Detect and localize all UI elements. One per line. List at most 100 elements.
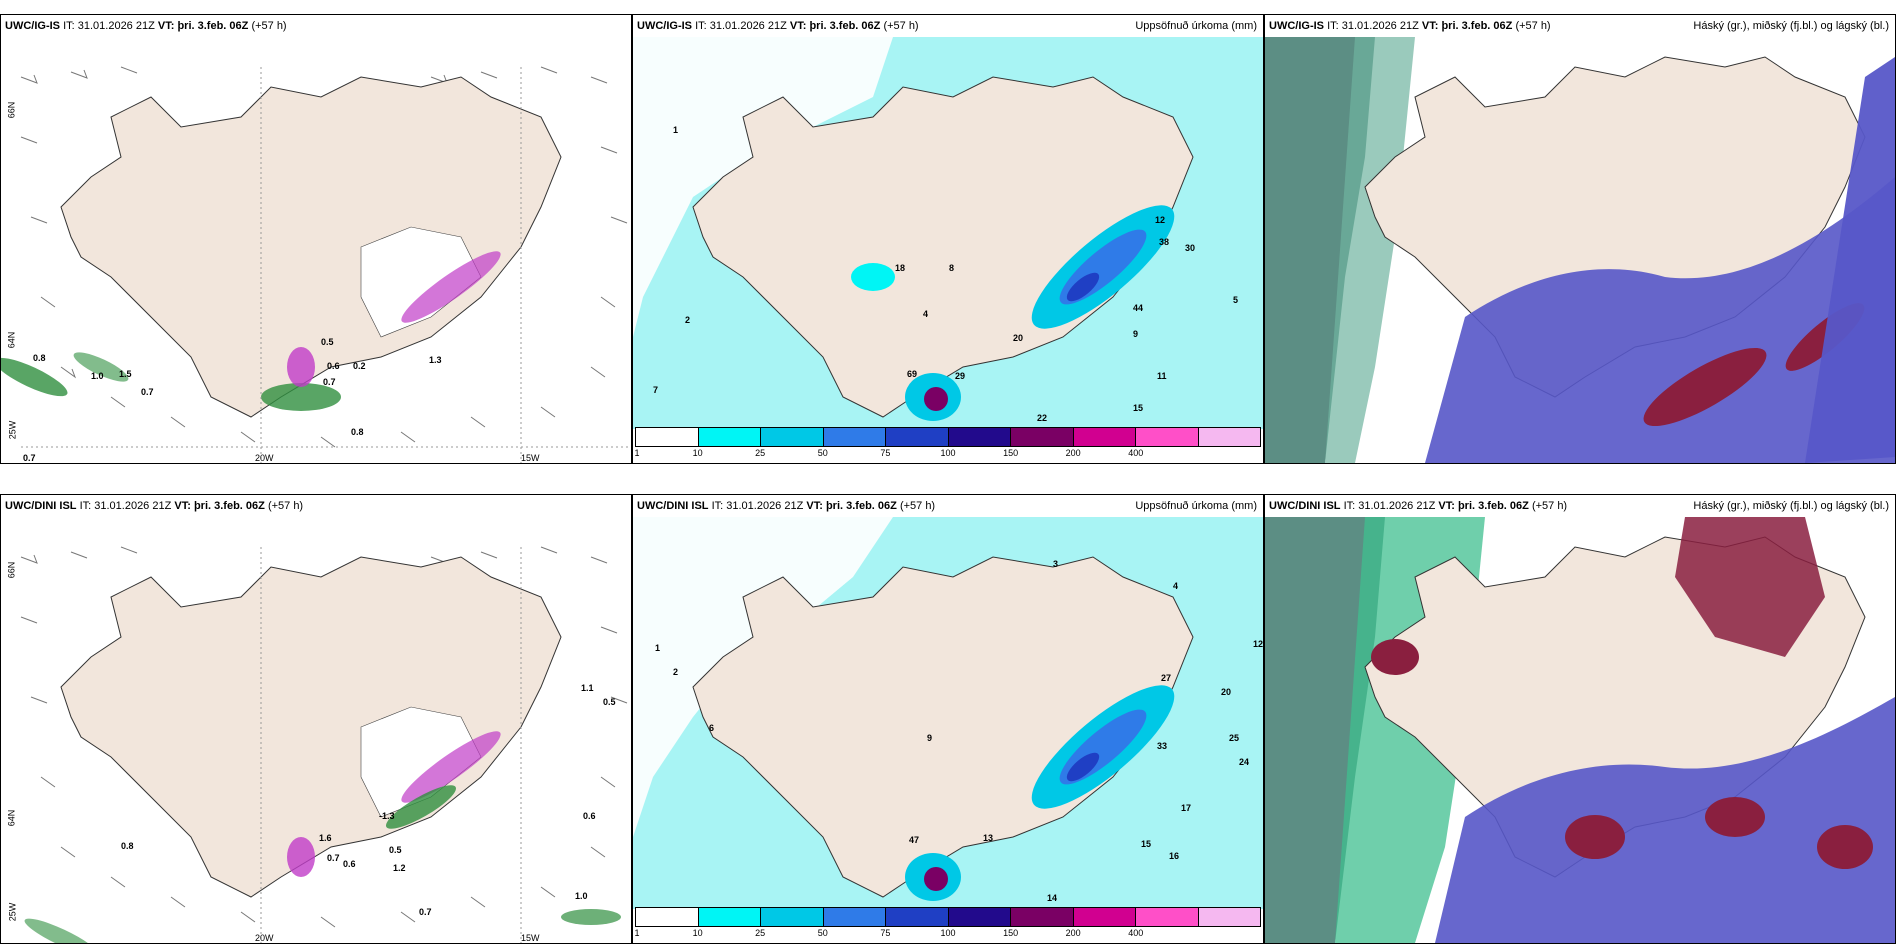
precip-map-top [633, 37, 1263, 429]
precip-value: 44 [1133, 303, 1144, 313]
legend-tick: 10 [692, 448, 703, 458]
legend-tick: 100 [940, 928, 956, 938]
wind-barbs [20, 66, 628, 448]
wind-value: 0.7 [23, 453, 36, 463]
wind-value: 0.5 [321, 337, 334, 347]
it-label: IT: [1327, 20, 1339, 32]
legend-tick: 50 [817, 928, 828, 938]
legend-cell [823, 908, 886, 926]
precip-value: 16 [1169, 851, 1180, 861]
precip-legend-top: 1 10 25 50 75 100 150 200 400 [634, 427, 1261, 461]
wind-value: 0.5 [389, 845, 402, 855]
legend-tick: 200 [1065, 928, 1081, 938]
wind-map-bottom [1, 517, 631, 943]
precip-panel-top: UWC/IG-IS IT: 31.01.2026 21Z VT: þri. 3.… [632, 14, 1264, 464]
lead-time: (+57 h) [251, 20, 287, 32]
wind-panel-bottom: UWC/DINI ISL IT: 31.01.2026 21Z VT: þri.… [0, 494, 632, 944]
legend-cell [886, 908, 949, 926]
lat-label: 64N [6, 331, 17, 349]
iceland-land [60, 556, 562, 898]
precip-value: 18 [895, 263, 906, 273]
wind-highlights [1, 251, 501, 411]
precip-value: 69 [907, 369, 918, 379]
vt-value: þri. 3.feb. 06Z [809, 20, 881, 32]
wind-value: 1.1 [581, 683, 594, 693]
lon-label: 15W [521, 933, 540, 943]
legend-tick: 400 [1128, 448, 1144, 458]
precip-value: 20 [1221, 687, 1232, 697]
precip-value: 24 [1239, 757, 1250, 767]
vt-label: VT: [174, 500, 191, 512]
legend-cell [636, 908, 699, 926]
wind-value: 0.5 [603, 697, 616, 707]
model-name: UWC/IG-IS [637, 20, 692, 32]
precip-value: 4 [923, 309, 929, 319]
precip-value: 14 [1047, 893, 1058, 903]
legend-cell [1073, 428, 1136, 446]
iceland-land [692, 556, 1194, 898]
wind-value: 1.3 [429, 355, 442, 365]
legend-ticks: 1 10 25 50 75 100 150 200 400 [634, 927, 1261, 941]
clouds-panel-top: UWC/IG-IS IT: 31.01.2026 21Z VT: þri. 3.… [1264, 14, 1896, 464]
wind-value: 1.2 [393, 863, 406, 873]
legend-tick: 1 [634, 448, 640, 458]
lead-time: (+57 h) [899, 500, 936, 512]
legend-tick: 150 [1003, 448, 1019, 458]
legend-cell [636, 428, 699, 446]
wind-panel-top: UWC/IG-IS IT: 31.01.2026 21Z VT: þri. 3.… [0, 14, 632, 464]
precip-value: 30 [1185, 243, 1196, 253]
lead-time: (+57 h) [267, 500, 304, 512]
precip-value: 17 [1181, 803, 1192, 813]
model-name: UWC/DINI ISL [5, 500, 77, 512]
wind-value: 1.0 [575, 891, 588, 901]
precip-value: 8 [949, 263, 955, 273]
precip-panel-bottom: UWC/DINI ISL IT: 31.01.2026 21Z VT: þri.… [632, 494, 1264, 944]
precip-value: 20 [1013, 333, 1024, 343]
legend-cell [886, 428, 949, 446]
iceland-land [692, 76, 1194, 418]
precip-value: 1 [673, 125, 679, 135]
precip-value: 7 [653, 385, 659, 395]
lat-label: 25W [7, 902, 18, 922]
it-value: 31.01.2026 21Z [709, 20, 787, 32]
it-value: 31.01.2026 21Z [726, 500, 804, 512]
wind-value: 0.8 [121, 841, 134, 851]
vt-value: þri. 3.feb. 06Z [1457, 500, 1529, 512]
model-name: UWC/IG-IS [1269, 20, 1324, 32]
precip-value: 5 [1233, 295, 1239, 305]
legend-cell [1198, 908, 1260, 926]
vt-label: VT: [157, 20, 175, 32]
clouds-map-top [1265, 37, 1895, 463]
legend-ticks: 1 10 25 50 75 100 150 200 400 [634, 447, 1261, 461]
legend-cell [698, 428, 761, 446]
wind-value: 0.7 [419, 907, 432, 917]
legend-bar [635, 427, 1261, 447]
precip-value: 3 [1053, 559, 1059, 569]
precip-legend-bottom: 1 10 25 50 75 100 150 200 400 [634, 907, 1261, 941]
clouds-panel-bottom-header: UWC/DINI ISL IT: 31.01.2026 21Z VT: þri.… [1265, 495, 1895, 517]
precip-panel-top-header: UWC/IG-IS IT: 31.01.2026 21Z VT: þri. 3.… [633, 15, 1263, 37]
precip-value: 2 [673, 667, 679, 677]
it-label: IT: [1343, 500, 1356, 512]
precip-title: Uppsöfnuð úrkoma (mm) [1135, 500, 1257, 512]
precip-value: 38 [1159, 237, 1170, 247]
it-value: 31.01.2026 21Z [1358, 500, 1436, 512]
wind-value: 0.6 [343, 859, 356, 869]
lon-label: 15W [521, 453, 540, 463]
legend-cell [1011, 908, 1074, 926]
legend-cell [823, 428, 886, 446]
model-name: UWC/DINI ISL [1269, 500, 1341, 512]
precip-value: 2 [685, 315, 691, 325]
precip-value: 1 [655, 643, 661, 653]
legend-bar [635, 907, 1261, 927]
legend-tick: 400 [1128, 928, 1144, 938]
precip-value: 12 [1155, 215, 1166, 225]
iceland-land [60, 76, 562, 418]
lead-time: (+57 h) [1515, 20, 1551, 32]
clouds-title: Háský (gr.), miðský (fj.bl.) og lágský (… [1693, 20, 1889, 32]
wind-panel-top-header: UWC/IG-IS IT: 31.01.2026 21Z VT: þri. 3.… [1, 15, 631, 37]
it-label: IT: [79, 500, 92, 512]
precip-map-bottom [633, 517, 1263, 909]
legend-tick: 25 [755, 448, 766, 458]
clouds-panel-bottom: UWC/DINI ISL IT: 31.01.2026 21Z VT: þri.… [1264, 494, 1896, 944]
